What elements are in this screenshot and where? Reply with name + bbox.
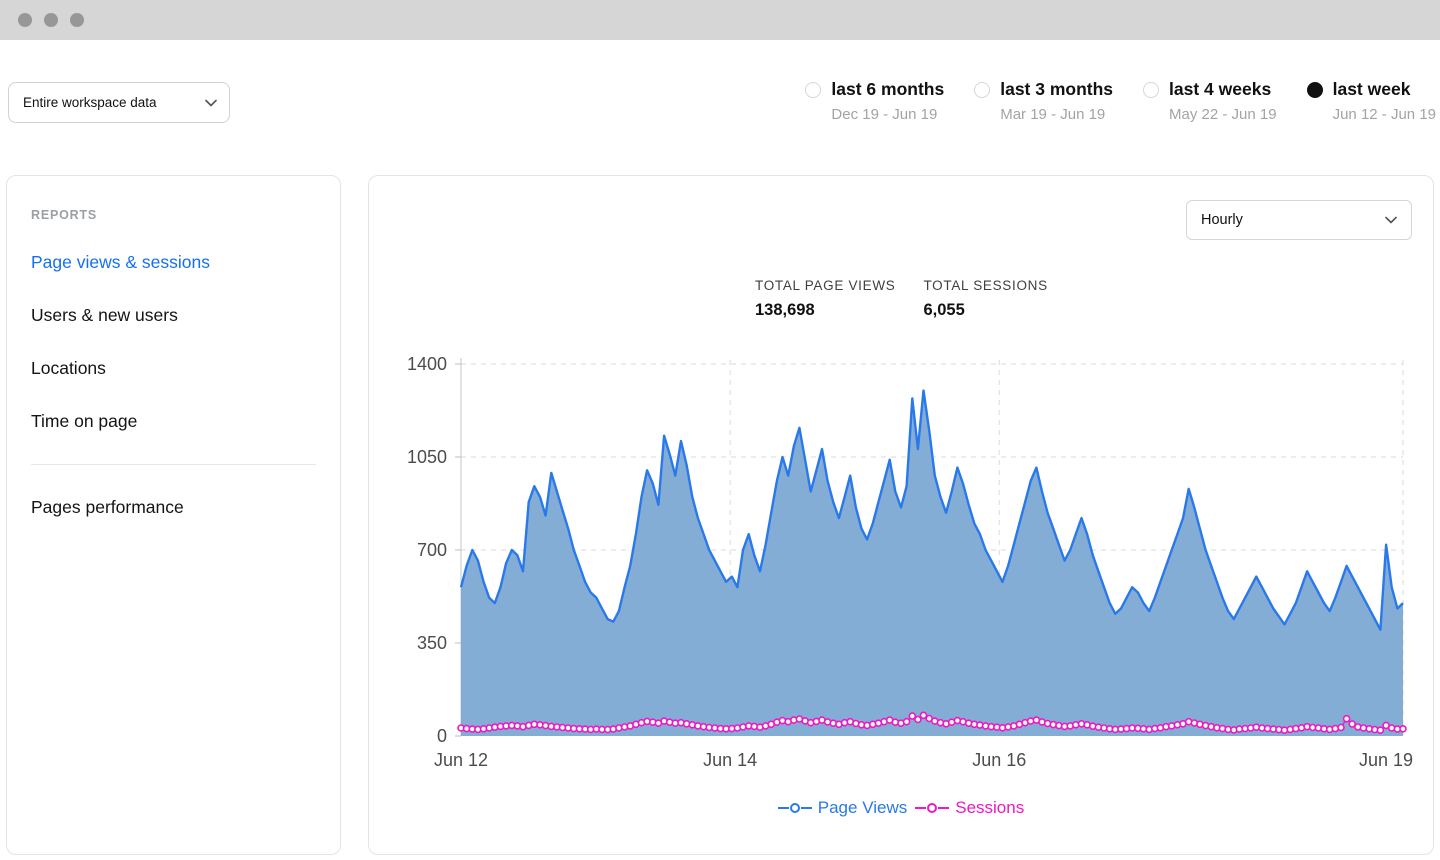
window-maximize-button[interactable] xyxy=(70,13,84,27)
window-minimize-button[interactable] xyxy=(44,13,58,27)
date-range-label: last 6 months xyxy=(831,79,945,99)
sessions-series xyxy=(457,711,1407,735)
stat-value: 6,055 xyxy=(923,301,965,319)
date-range-label: last week xyxy=(1332,79,1411,99)
summary-stats: TOTAL PAGE VIEWS 138,698 TOTAL SESSIONS … xyxy=(755,278,1048,320)
stat-label: TOTAL SESSIONS xyxy=(923,278,1048,293)
date-range-last-4-weeks[interactable]: last 4 weeks May 22 - Jun 19 xyxy=(1143,79,1277,123)
workspace-selector[interactable]: Entire workspace data xyxy=(8,82,230,123)
stat-label: TOTAL PAGE VIEWS xyxy=(755,278,896,293)
date-range-last-3-months[interactable]: last 3 months Mar 19 - Jun 19 xyxy=(974,79,1113,123)
date-range-dates: May 22 - Jun 19 xyxy=(1169,106,1277,123)
date-range-label: last 4 weeks xyxy=(1169,79,1272,99)
chevron-down-icon xyxy=(205,99,217,106)
svg-text:1400: 1400 xyxy=(407,354,447,374)
chart-legend: Page Views Sessions xyxy=(369,798,1433,818)
legend-sessions[interactable]: Sessions xyxy=(915,798,1024,818)
svg-text:Jun 12: Jun 12 xyxy=(434,750,488,770)
svg-text:Jun 19: Jun 19 xyxy=(1359,750,1413,770)
date-range-dates: Dec 19 - Jun 19 xyxy=(831,106,938,123)
chart: 0 350 700 1050 1400 Jun 12 Jun 14 Jun 16 Jun 19 xyxy=(397,348,1427,788)
legend-label: Sessions xyxy=(955,798,1025,817)
svg-text:350: 350 xyxy=(417,633,447,653)
radio-icon[interactable] xyxy=(1306,81,1323,98)
granularity-selector[interactable]: Hourly xyxy=(1186,200,1412,240)
date-range-last-week[interactable]: last week Jun 12 - Jun 19 xyxy=(1306,79,1436,123)
svg-text:Jun 16: Jun 16 xyxy=(972,750,1026,770)
radio-icon[interactable] xyxy=(974,81,991,98)
stat-value: 138,698 xyxy=(755,301,815,319)
stat-total-sessions: TOTAL SESSIONS 6,055 xyxy=(923,278,1047,320)
date-range-label: last 3 months xyxy=(1000,79,1114,99)
chevron-down-icon xyxy=(1385,216,1397,224)
sidebar-item-pages-performance[interactable]: Pages performance xyxy=(31,497,184,517)
sidebar-item-users-new-users[interactable]: Users & new users xyxy=(31,305,178,325)
workspace-selector-value: Entire workspace data xyxy=(23,95,157,110)
sidebar-section-label: REPORTS xyxy=(31,208,98,222)
page-views-legend-marker-icon xyxy=(777,803,812,813)
radio-icon[interactable] xyxy=(1143,81,1160,98)
sidebar-item-time-on-page[interactable]: Time on page xyxy=(31,411,138,431)
sidebar-divider xyxy=(31,464,316,465)
reports-sidebar: REPORTS Page views & sessions Users & ne… xyxy=(6,175,341,855)
stat-total-page-views: TOTAL PAGE VIEWS 138,698 xyxy=(755,278,895,320)
sidebar-item-page-views-sessions[interactable]: Page views & sessions xyxy=(31,252,210,272)
page-views-series xyxy=(459,389,1404,736)
area-chart: 0 350 700 1050 1400 Jun 12 Jun 14 Jun 16 Jun 19 xyxy=(407,354,1413,770)
date-range-dates: Jun 12 - Jun 19 xyxy=(1332,106,1436,123)
date-range-dates: Mar 19 - Jun 19 xyxy=(1000,106,1106,123)
report-panel: Hourly TOTAL PAGE VIEWS 138,698 TOTAL SE… xyxy=(368,175,1434,855)
date-range-last-6-months[interactable]: last 6 months Dec 19 - Jun 19 xyxy=(805,79,944,123)
svg-text:700: 700 xyxy=(417,540,447,560)
legend-page-views[interactable]: Page Views xyxy=(777,798,908,818)
radio-icon[interactable] xyxy=(805,81,822,98)
svg-text:Jun 14: Jun 14 xyxy=(703,750,757,770)
svg-text:0: 0 xyxy=(437,726,447,746)
sessions-legend-marker-icon xyxy=(915,803,950,813)
date-range-group: last 6 months Dec 19 - Jun 19 last 3 mon… xyxy=(805,79,1436,123)
legend-label: Page Views xyxy=(817,798,908,817)
granularity-selector-value: Hourly xyxy=(1201,212,1243,228)
svg-text:1050: 1050 xyxy=(407,447,447,467)
sidebar-item-locations[interactable]: Locations xyxy=(31,358,106,378)
window-titlebar xyxy=(0,0,1440,40)
window-close-button[interactable] xyxy=(18,13,32,27)
